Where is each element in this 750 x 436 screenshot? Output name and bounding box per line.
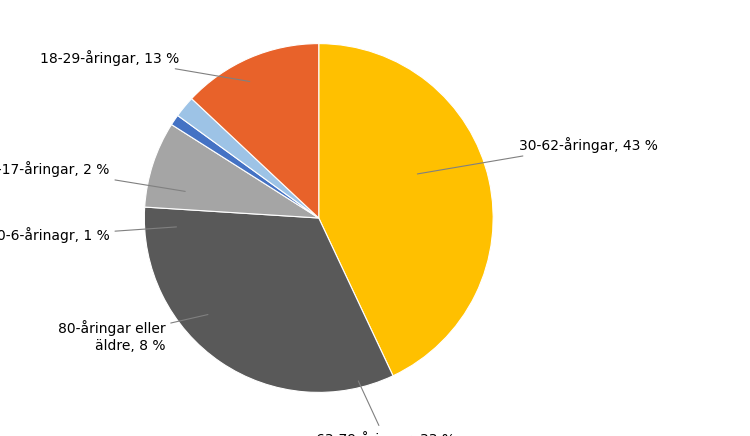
- Text: 18-29-åringar, 13 %: 18-29-åringar, 13 %: [40, 50, 250, 82]
- Text: 63-79-åringar, 33 %: 63-79-åringar, 33 %: [316, 381, 454, 436]
- Text: 30-62-åringar, 43 %: 30-62-åringar, 43 %: [418, 137, 658, 174]
- Wedge shape: [319, 44, 494, 376]
- Text: 7-17-åringar, 2 %: 7-17-åringar, 2 %: [0, 161, 185, 191]
- Wedge shape: [172, 116, 319, 218]
- Text: 80-åringar eller
äldre, 8 %: 80-åringar eller äldre, 8 %: [58, 314, 208, 353]
- Wedge shape: [144, 207, 393, 392]
- Wedge shape: [145, 125, 319, 218]
- Wedge shape: [178, 99, 319, 218]
- Wedge shape: [191, 44, 319, 218]
- Text: 0-6-årinagr, 1 %: 0-6-årinagr, 1 %: [0, 227, 176, 243]
